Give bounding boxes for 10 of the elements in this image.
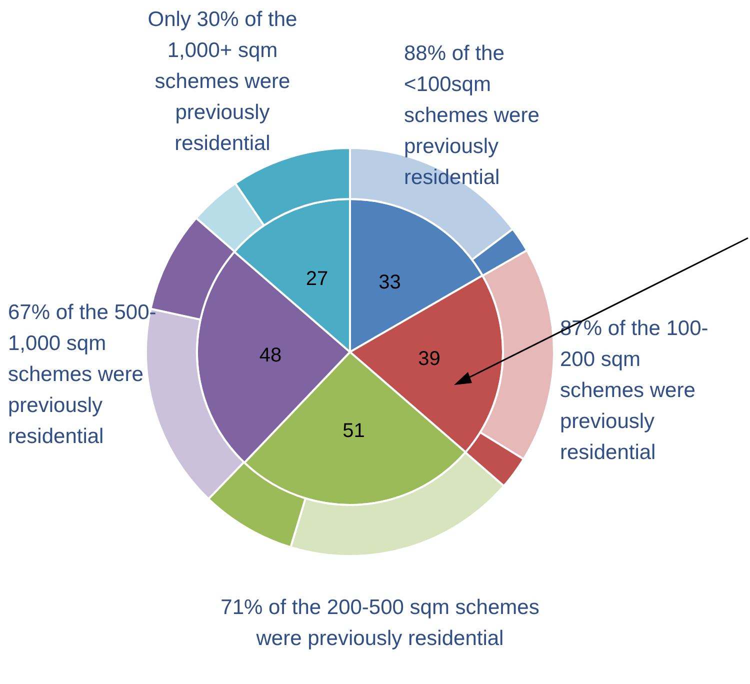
data-label: 27 — [306, 268, 328, 290]
data-label: 33 — [378, 272, 401, 294]
text: 67% of the 500-1,000 sqm schemes were previously residential — [8, 300, 158, 450]
text: 71% of the 200-500 sqm schemes were previously residential — [220, 595, 540, 652]
text: 87% of the 100-200 sqm schemes were previously residential — [560, 316, 710, 466]
text: 88% of the <100sqm schemes were previously residential — [404, 41, 540, 191]
data-label: 51 — [342, 420, 365, 442]
text: Only 30% of the 1,000+ sqm schemes were previously residential — [146, 7, 298, 157]
data-label: 48 — [259, 344, 282, 366]
data-label: 39 — [418, 348, 440, 370]
